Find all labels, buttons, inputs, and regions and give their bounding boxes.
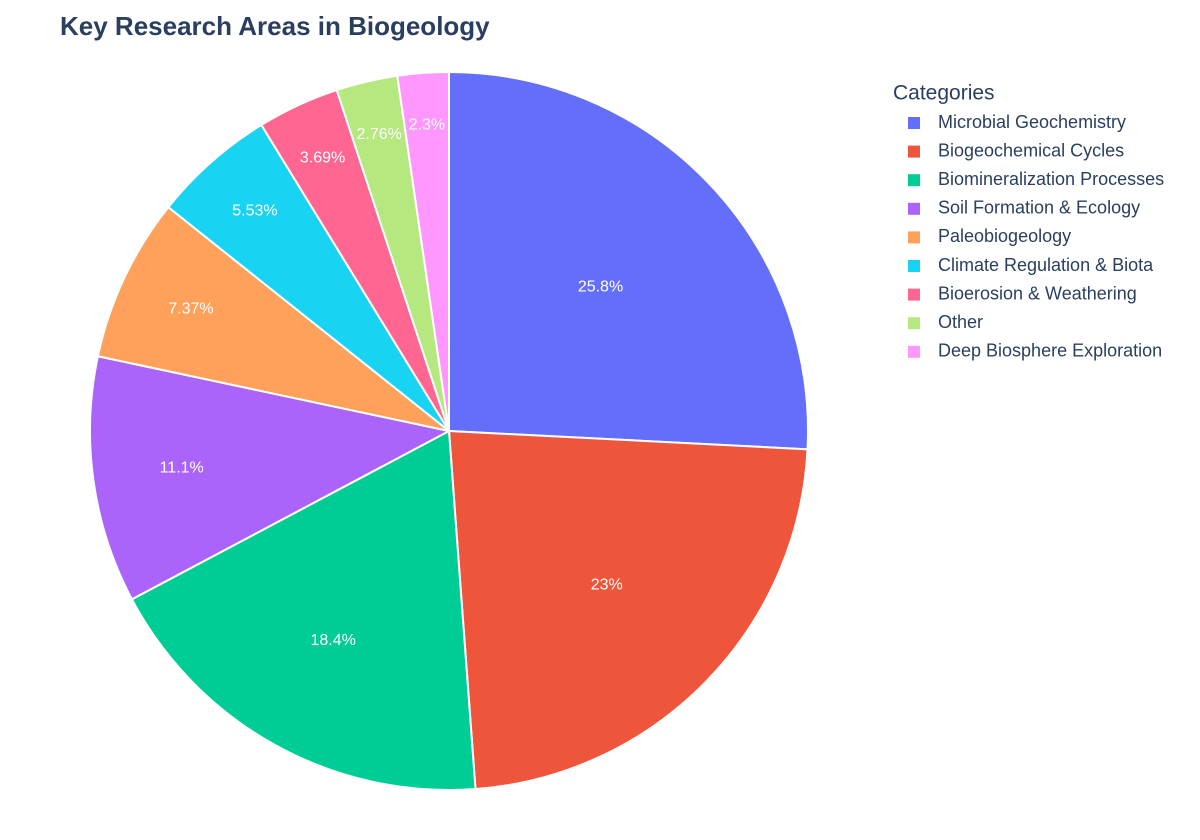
legend-label: Deep Biosphere Exploration	[938, 341, 1162, 361]
pie-slice	[448, 70, 809, 451]
legend-swatch	[908, 202, 920, 215]
slice-label: 3.69%	[300, 149, 345, 166]
legend-label: Microbial Geochemistry	[938, 112, 1126, 132]
slice-label: 5.53%	[232, 203, 277, 220]
pie-slice	[447, 429, 809, 791]
legend-label: Paleobiogeology	[938, 226, 1071, 246]
slice-label: 23%	[591, 576, 623, 593]
slice-label: 11.1%	[160, 460, 204, 477]
legend-swatch	[908, 231, 920, 244]
chart-title: Key Research Areas in Biogeology	[60, 11, 490, 41]
legend-label: Other	[938, 312, 983, 332]
legend-label: Bioerosion & Weathering	[938, 283, 1137, 303]
pie-slice	[130, 429, 477, 791]
slice-label: 25.8%	[578, 278, 623, 295]
legend-swatch	[908, 345, 920, 358]
slice-label: 7.37%	[168, 300, 213, 317]
legend-title: Categories	[893, 82, 995, 105]
slice-label: 2.3%	[409, 117, 445, 134]
legend-swatch	[908, 317, 920, 330]
pie-slice	[89, 355, 452, 601]
legend-label: Soil Formation & Ecology	[938, 198, 1140, 218]
legend-swatch	[908, 174, 920, 187]
legend-swatch	[908, 260, 920, 272]
legend-label: Climate Regulation & Biota	[938, 255, 1154, 275]
legend-swatch	[908, 288, 920, 301]
legend-swatch	[908, 117, 920, 129]
legend-swatch	[908, 145, 920, 158]
pie-slice	[396, 70, 450, 432]
slice-label: 18.4%	[310, 632, 355, 649]
legend-label: Biogeochemical Cycles	[938, 140, 1124, 160]
legend-label: Biomineralization Processes	[938, 169, 1164, 189]
pie-slice	[96, 205, 450, 432]
slice-label: 2.76%	[357, 126, 402, 143]
